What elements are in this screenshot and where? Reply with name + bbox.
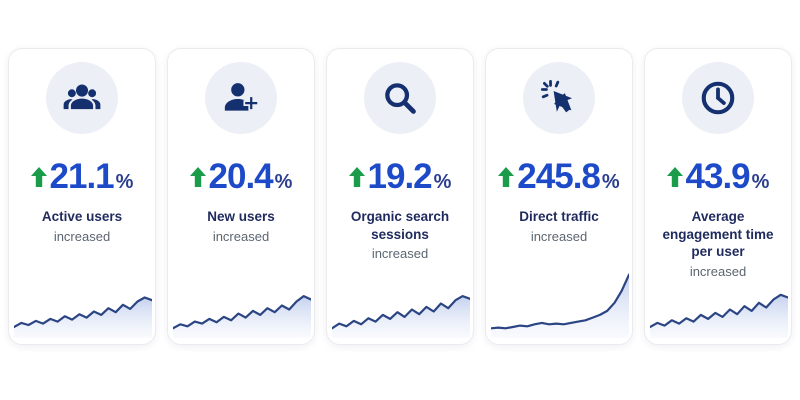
stat-row: 245.8 % [498, 157, 620, 196]
stat-value: 19.2 [367, 157, 433, 196]
stat-card-new-users: 20.4 % New users increased [167, 48, 315, 345]
stat-row: 19.2 % [348, 157, 452, 196]
stat-unit: % [433, 171, 452, 193]
cursor-click-icon [540, 79, 573, 113]
stat-label: New users [207, 209, 275, 224]
up-arrow-icon [498, 166, 515, 187]
icon-circle [682, 62, 754, 134]
stat-sublabel: increased [371, 246, 429, 262]
stat-card-direct-traffic: 245.8 % Direct traffic increased [485, 48, 633, 345]
icon-circle [523, 62, 595, 134]
sparkline-chart [491, 273, 629, 338]
stat-sublabel: increased [212, 228, 270, 244]
icon-circle [46, 62, 118, 134]
stat-label: Active users [41, 209, 123, 224]
stat-row: 43.9 % [666, 157, 770, 196]
up-arrow-icon [30, 166, 47, 187]
stat-unit: % [274, 171, 293, 193]
user-add-icon [224, 83, 259, 111]
sparkline-chart [173, 295, 311, 338]
stat-unit: % [115, 171, 134, 193]
stat-sublabel: increased [530, 228, 588, 244]
up-arrow-icon [666, 166, 683, 187]
sparkline-chart [332, 295, 470, 338]
clock-icon [701, 81, 735, 115]
stat-value: 20.4 [208, 157, 274, 196]
stat-value: 21.1 [49, 157, 115, 196]
search-icon [385, 83, 416, 114]
stat-row: 20.4 % [189, 157, 293, 196]
icon-circle [205, 62, 277, 134]
icon-circle [364, 62, 436, 134]
stat-card-engagement-time: 43.9 % Average engagement time per user … [644, 48, 792, 345]
stat-unit: % [751, 171, 770, 193]
stat-card-active-users: 21.1 % Active users increased [8, 48, 156, 345]
sparkline-chart [650, 293, 788, 338]
sparkline-chart [14, 296, 152, 338]
up-arrow-icon [348, 166, 365, 187]
stat-label: Average engagement time per user [662, 209, 774, 260]
stat-value: 43.9 [685, 157, 751, 196]
users-icon [63, 84, 101, 110]
stat-label: Direct traffic [519, 209, 599, 224]
stat-card-organic-search: 19.2 % Organic search sessions increased [326, 48, 474, 345]
stat-sublabel: increased [53, 228, 111, 244]
up-arrow-icon [189, 166, 206, 187]
stat-row: 21.1 % [30, 157, 134, 196]
stat-sublabel: increased [689, 263, 747, 279]
stat-label: Organic search sessions [350, 209, 450, 242]
stat-unit: % [601, 171, 620, 193]
stat-value: 245.8 [517, 157, 601, 196]
